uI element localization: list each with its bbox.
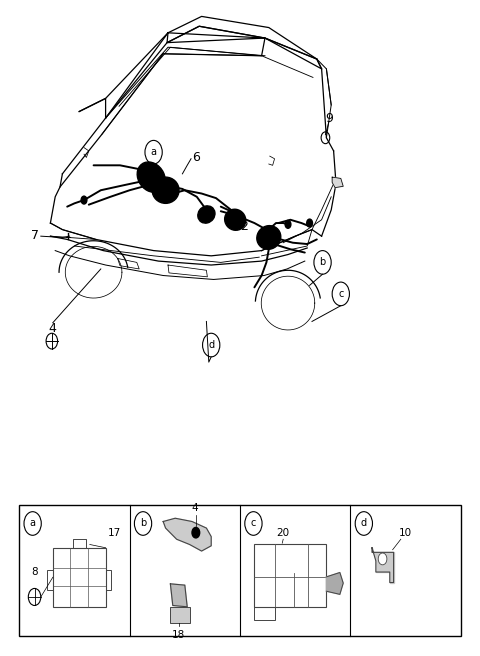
Text: 8: 8 (31, 567, 38, 577)
Ellipse shape (257, 226, 281, 249)
Bar (53, 548, 106, 607)
Text: 4: 4 (191, 503, 198, 513)
Bar (19, 505, 461, 636)
Ellipse shape (137, 162, 165, 192)
Polygon shape (170, 584, 187, 607)
Bar (106, 569, 111, 590)
Circle shape (378, 553, 387, 565)
Bar (254, 544, 326, 607)
Text: a: a (151, 147, 156, 157)
Text: 9: 9 (325, 112, 333, 125)
Text: b: b (140, 518, 146, 529)
Ellipse shape (152, 177, 179, 203)
Polygon shape (332, 177, 343, 188)
Bar (254, 607, 275, 620)
Text: 18: 18 (172, 630, 185, 640)
Text: 4: 4 (48, 321, 56, 335)
Text: c: c (338, 289, 344, 299)
Text: b: b (319, 257, 326, 268)
Circle shape (307, 219, 312, 227)
Bar (47, 569, 53, 590)
Polygon shape (326, 573, 343, 594)
Text: d: d (361, 518, 367, 529)
Ellipse shape (225, 209, 246, 230)
Circle shape (192, 527, 200, 538)
Text: 6: 6 (192, 151, 200, 164)
Polygon shape (163, 518, 211, 551)
Circle shape (285, 220, 291, 228)
Text: c: c (251, 518, 256, 529)
Bar (170, 607, 190, 623)
Text: 10: 10 (399, 528, 412, 538)
Text: 2: 2 (240, 220, 248, 233)
Text: d: d (208, 340, 214, 350)
Text: a: a (30, 518, 36, 529)
Polygon shape (372, 548, 394, 583)
Text: 7: 7 (31, 229, 38, 242)
Ellipse shape (198, 206, 215, 223)
Text: 17: 17 (108, 528, 121, 538)
Text: 20: 20 (276, 528, 290, 538)
Circle shape (81, 196, 87, 204)
